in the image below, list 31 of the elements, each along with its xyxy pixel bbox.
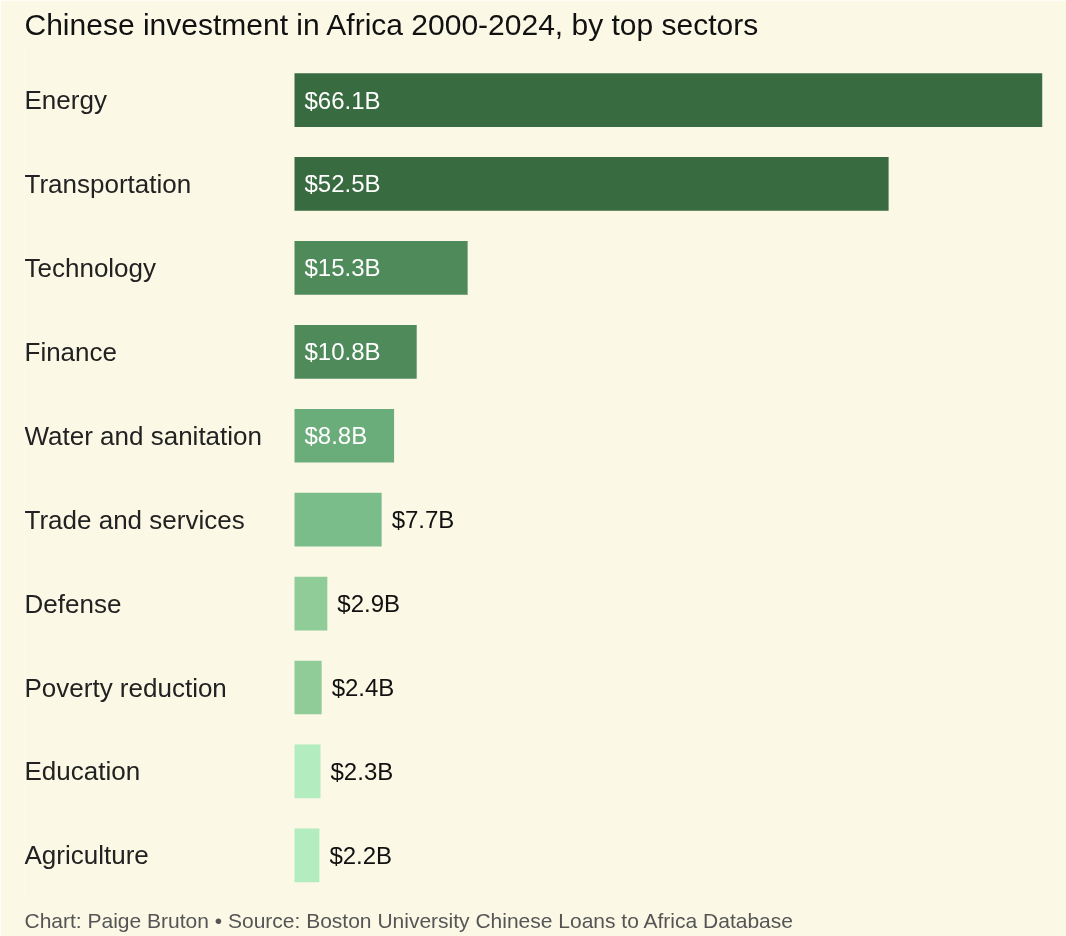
data-label: $2.3B (330, 757, 394, 785)
data-label: $2.2B (329, 841, 393, 869)
bar (294, 157, 889, 211)
bar (294, 576, 328, 631)
y-tick-label: Energy (24, 85, 107, 116)
y-tick-label: Defense (24, 588, 122, 619)
bar (294, 660, 322, 715)
data-label: $7.7B (391, 506, 455, 534)
y-tick-label: Education (24, 756, 141, 787)
data-label: $66.1B (304, 86, 381, 114)
y-tick-label: Finance (24, 336, 117, 367)
data-label: $2.4B (331, 674, 395, 701)
y-tick-label: Technology (24, 252, 157, 283)
bar (294, 241, 468, 295)
bar (294, 744, 321, 799)
y-tick-label: Trade and services (24, 504, 245, 535)
text: Chart: Paige Bruton • Source: Boston University Chinese Loans to Africa Database (24, 908, 793, 932)
chart-title: Chinese investment in Africa 2000-2024, by top sectors (24, 7, 759, 41)
bar (294, 73, 1043, 127)
data-label: $8.8B (304, 422, 368, 450)
y-tick-label: Transportation (24, 168, 192, 199)
bar (294, 324, 417, 379)
y-tick-label: Poverty reduction (24, 672, 227, 703)
data-label: $52.5B (304, 170, 381, 198)
bar (294, 828, 320, 883)
bar (294, 492, 382, 547)
data-label: $15.3B (304, 254, 381, 282)
data-label: $10.8B (304, 338, 381, 366)
y-tick-label: Water and sanitation (24, 420, 263, 451)
data-label: $2.9B (337, 590, 401, 618)
y-tick-label: Agriculture (24, 840, 149, 871)
